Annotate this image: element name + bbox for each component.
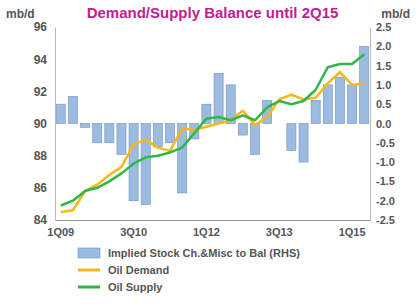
y2-axis-line	[370, 28, 371, 221]
line	[61, 72, 364, 212]
y-tick-label: 88	[34, 149, 48, 163]
x-tick-label: 1Q15	[339, 226, 366, 238]
y-axis-title: mb/d	[6, 7, 35, 21]
plot-area	[56, 46, 369, 212]
y2-tick-label: -1.0	[376, 156, 395, 168]
y2-tick: 2.0	[370, 40, 391, 52]
y-axis: 84 86 88 90 92 94 96	[34, 20, 56, 227]
y2-tick: 0.0	[370, 118, 391, 130]
bar	[323, 85, 332, 124]
y2-tick-label: 2.0	[376, 40, 391, 52]
bar	[68, 96, 77, 123]
legend-swatch	[78, 248, 100, 258]
legend-label: Implied Stock Ch.&Misc to Bal (RHS)	[108, 247, 300, 259]
bar	[105, 124, 114, 143]
bar	[335, 77, 344, 123]
title: Demand/Supply Balance until 2Q15	[87, 4, 339, 21]
y-tick: 90	[34, 117, 55, 131]
y2-tick: 1.5	[370, 60, 391, 72]
bar	[238, 124, 247, 136]
bar	[56, 104, 65, 123]
x-axis-line	[56, 220, 371, 221]
x-tick-label: 1Q09	[47, 226, 74, 238]
line	[61, 54, 364, 205]
y-tick-label: 92	[34, 85, 48, 99]
x-tick-label: 1Q12	[193, 226, 220, 238]
y2-tick: 0.5	[370, 98, 391, 110]
legend-item: Oil Demand	[78, 264, 169, 276]
y2-tick: -2.5	[370, 214, 395, 226]
bar	[299, 124, 308, 163]
x-tick: 1Q09	[47, 220, 74, 238]
legend: Implied Stock Ch.&Misc to Bal (RHS) Oil D…	[78, 247, 300, 293]
legend-swatch	[78, 286, 100, 289]
y2-tick-label: 0.0	[376, 118, 391, 130]
x-tick-label: 3Q10	[120, 226, 147, 238]
bar	[287, 124, 296, 151]
y2-tick-label: -1.5	[376, 175, 395, 187]
y-tick: 94	[34, 53, 55, 67]
y-tick: 96	[34, 20, 55, 34]
y-tick: 86	[34, 181, 55, 195]
legend-item: Implied Stock Ch.&Misc to Bal (RHS)	[78, 247, 300, 259]
x-tick: 3Q13	[266, 220, 293, 238]
y2-tick-label: -2.0	[376, 195, 395, 207]
x-tick-label: 3Q13	[266, 226, 293, 238]
y-tick: 92	[34, 85, 55, 99]
y2-tick-label: 1.5	[376, 60, 391, 72]
x-axis: 1Q09 3Q10 1Q12 3Q13 1Q15	[47, 220, 370, 238]
legend-swatch	[78, 269, 100, 272]
y-tick-label: 84	[34, 213, 48, 227]
bar	[311, 100, 320, 123]
y-tick-label: 86	[34, 181, 48, 195]
y2-tick-label: 2.5	[376, 21, 391, 33]
bar	[275, 123, 284, 124]
y-tick-label: 96	[34, 20, 48, 34]
x-tick: 1Q12	[193, 220, 220, 238]
y2-tick: -2.0	[370, 195, 395, 207]
y2-tick: 1.0	[370, 79, 391, 91]
y-tick: 84	[34, 213, 55, 227]
bar	[80, 124, 89, 128]
bar	[250, 124, 259, 155]
x-tick: 3Q10	[120, 220, 147, 238]
y2-axis: -2.5 -2.0 -1.5 -1.0 -0.5 0.0 0.5 1.0 1.5 2.0 2.5	[370, 21, 395, 226]
legend-label: Oil Demand	[108, 264, 169, 276]
bar	[153, 124, 162, 147]
y2-tick-label: 0.5	[376, 98, 391, 110]
y2-tick-label: -0.5	[376, 137, 395, 149]
y2-tick: 2.5	[370, 21, 391, 33]
chart: Demand/Supply Balance until 2Q15 mb/d mb/d…	[0, 0, 416, 306]
bar	[165, 124, 174, 143]
legend-item: Oil Supply	[78, 281, 163, 293]
y2-tick-label: 1.0	[376, 79, 391, 91]
y2-tick: -1.5	[370, 175, 395, 187]
y-axis-line	[55, 28, 56, 221]
y2-tick: -0.5	[370, 137, 395, 149]
legend-label: Oil Supply	[108, 281, 163, 293]
bar	[141, 124, 150, 205]
y2-axis-title: mb/d	[381, 7, 410, 21]
y2-tick-label: -2.5	[376, 214, 395, 226]
y-tick-label: 90	[34, 117, 48, 131]
bar	[93, 124, 102, 143]
y2-tick: -1.0	[370, 156, 395, 168]
x-tick: 1Q15	[339, 220, 366, 238]
y-tick: 88	[34, 149, 55, 163]
bar	[348, 85, 357, 124]
bar	[117, 124, 126, 155]
y-tick-label: 94	[34, 53, 48, 67]
